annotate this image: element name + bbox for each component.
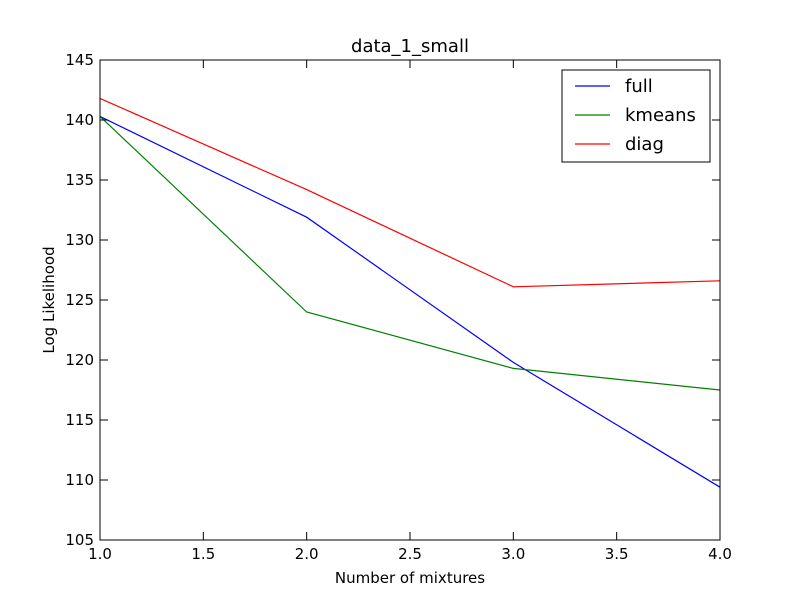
y-tick-label: 130: [65, 231, 94, 249]
labels-layer: data_1_small Number of mixtures Log Like…: [40, 36, 485, 587]
chart-title: data_1_small: [351, 36, 469, 57]
y-axis-label: Log Likelihood: [40, 246, 58, 353]
x-tick-label: 1.0: [88, 545, 112, 563]
x-tick-label: 3.5: [605, 545, 629, 563]
legend-label-kmeans: kmeans: [625, 105, 696, 126]
y-tick-label: 115: [65, 411, 94, 429]
legend-items: full kmeans diag: [575, 76, 696, 155]
x-tick-label: 2.0: [295, 545, 319, 563]
legend: full kmeans diag: [561, 69, 711, 163]
series-line-diag: [99, 97, 721, 288]
y-tick-label: 110: [65, 471, 94, 489]
legend-label-diag: diag: [625, 134, 664, 155]
y-tick-label: 120: [65, 351, 94, 369]
ticks-layer: 1.0 1.5 2.0 2.5 3.0 3.5 4.0 105 110 115 120 125 130 1…: [65, 51, 732, 563]
series-layer: [99, 97, 721, 488]
y-tick-label: 135: [65, 171, 94, 189]
x-tick-label: 4.0: [708, 545, 732, 563]
x-tick-label: 3.0: [501, 545, 525, 563]
x-tick-label: 1.5: [191, 545, 215, 563]
y-tick-label: 125: [65, 291, 94, 309]
series-line-full: [99, 115, 721, 488]
x-axis-label: Number of mixtures: [335, 569, 485, 587]
y-tick-label: 105: [65, 531, 94, 549]
y-tick-label: 140: [65, 111, 94, 129]
series-line-kmeans: [99, 115, 721, 391]
legend-label-full: full: [625, 76, 653, 97]
y-tick-label: 145: [65, 51, 94, 69]
x-tick-label: 2.5: [398, 545, 422, 563]
legend-box: [561, 69, 711, 163]
